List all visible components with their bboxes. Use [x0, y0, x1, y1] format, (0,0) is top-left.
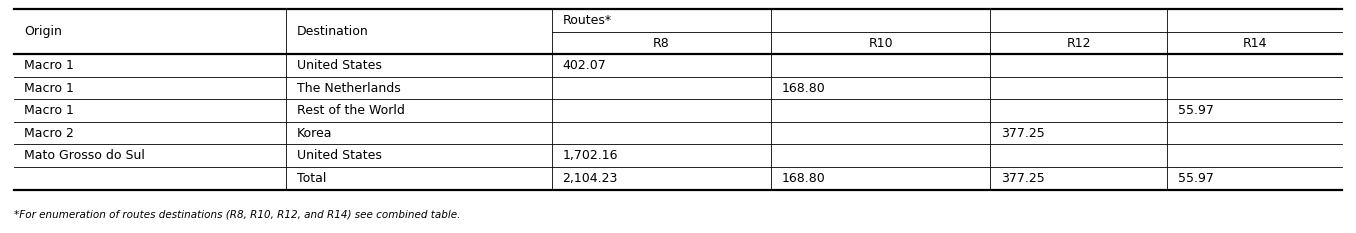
Text: Macro 1: Macro 1 — [24, 82, 75, 95]
Text: The Netherlands: The Netherlands — [297, 82, 400, 95]
Text: United States: United States — [297, 59, 381, 72]
Text: 168.80: 168.80 — [781, 172, 826, 185]
Text: *For enumeration of routes destinations (R8, R10, R12, and R14) see combined tab: *For enumeration of routes destinations … — [14, 210, 460, 220]
Text: 2,104.23: 2,104.23 — [563, 172, 618, 185]
Text: Macro 2: Macro 2 — [24, 127, 75, 140]
Text: Routes*: Routes* — [563, 14, 612, 27]
Text: Macro 1: Macro 1 — [24, 59, 75, 72]
Text: R12: R12 — [1066, 37, 1092, 49]
Text: 55.97: 55.97 — [1177, 172, 1214, 185]
Text: 377.25: 377.25 — [1001, 127, 1044, 140]
Text: R14: R14 — [1242, 37, 1267, 49]
Text: Korea: Korea — [297, 127, 332, 140]
Text: Destination: Destination — [297, 25, 369, 38]
Text: Macro 1: Macro 1 — [24, 104, 75, 117]
Text: 168.80: 168.80 — [781, 82, 826, 95]
Text: 377.25: 377.25 — [1001, 172, 1044, 185]
Text: 55.97: 55.97 — [1177, 104, 1214, 117]
Text: Mato Grosso do Sul: Mato Grosso do Sul — [24, 149, 145, 162]
Text: 1,702.16: 1,702.16 — [563, 149, 618, 162]
Text: Rest of the World: Rest of the World — [297, 104, 404, 117]
Text: United States: United States — [297, 149, 381, 162]
Text: Origin: Origin — [24, 25, 62, 38]
Text: R10: R10 — [868, 37, 894, 49]
Text: Total: Total — [297, 172, 325, 185]
Text: R8: R8 — [654, 37, 670, 49]
Text: 402.07: 402.07 — [563, 59, 606, 72]
